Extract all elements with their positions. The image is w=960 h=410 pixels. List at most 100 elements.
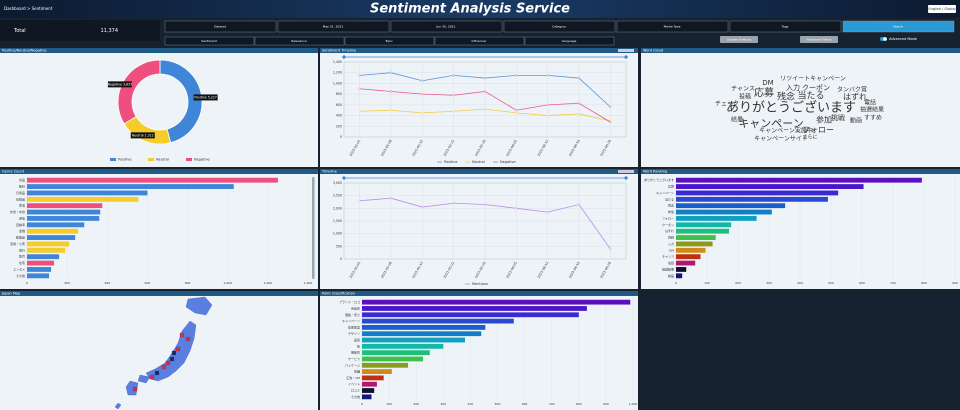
x-tick-label: 600 [145, 281, 151, 285]
bar [676, 228, 730, 234]
filter-label[interactable]: Sentiment [201, 39, 217, 43]
y-tick-label: 参加 [668, 209, 674, 214]
filter-label[interactable]: Relevance [291, 39, 307, 43]
x-tick-label: 300 [766, 281, 772, 285]
y-tick-label: 外食・中食 [10, 209, 25, 214]
filter-label[interactable]: Tags [781, 25, 789, 29]
y-tick-label: その他 [351, 394, 360, 399]
point [421, 93, 424, 96]
button[interactable] [800, 36, 838, 43]
filter-box[interactable] [254, 36, 345, 46]
filter-box[interactable] [616, 20, 729, 33]
y-tick-label: 動画 [668, 273, 674, 278]
filter-box[interactable] [164, 20, 277, 33]
y-tick-label: 200 [336, 124, 342, 128]
filter-box[interactable] [164, 36, 255, 46]
language-select[interactable] [928, 5, 956, 13]
bar [362, 350, 430, 356]
button-label[interactable]: Advanced Filters [807, 38, 832, 42]
bar [362, 312, 579, 318]
point [389, 109, 393, 112]
filter-box[interactable] [434, 36, 525, 46]
x-tick-label: 200 [735, 281, 741, 285]
point [389, 71, 393, 74]
breadcrumb[interactable]: Dashboard > Sentiment [4, 6, 53, 11]
y-tick-label: 商品名 [351, 305, 360, 310]
filter-label[interactable]: Dataset [214, 25, 227, 29]
button-label[interactable]: Update Analysis [727, 38, 752, 42]
bar [676, 190, 839, 196]
value-label: Negative 3,835 [108, 82, 132, 86]
y-tick-label: 3,000 [333, 181, 342, 185]
panel-header [320, 291, 638, 296]
word: リツイートキャンペーン [780, 76, 846, 83]
filter-box[interactable] [524, 36, 615, 46]
region [185, 296, 213, 316]
legend-swatch [148, 158, 154, 161]
y-tick-label: ブランド・ロゴ [339, 299, 360, 304]
bar [27, 254, 60, 260]
y-tick-label: イベント [348, 382, 360, 386]
filter-label[interactable]: Search [893, 25, 903, 29]
y-tick-label: 日用品 [16, 191, 25, 195]
point [577, 76, 581, 80]
word: すすめ [864, 115, 882, 122]
filter-label[interactable]: Category [552, 25, 566, 29]
toolbar[interactable] [618, 170, 634, 173]
word: 参加 [816, 115, 832, 125]
toolbar[interactable] [618, 49, 634, 52]
point [483, 76, 487, 80]
slider-handle[interactable] [341, 175, 347, 181]
filter-box[interactable] [344, 36, 435, 46]
word: 結果 [731, 116, 743, 124]
point [452, 94, 455, 97]
y-tick-label: 機能性 [351, 350, 360, 355]
x-tick-label: 200 [64, 281, 70, 285]
bar [27, 190, 148, 196]
bar [362, 325, 486, 330]
filter-box[interactable] [842, 20, 955, 33]
panel-header [0, 291, 318, 296]
empty-panel [641, 291, 960, 410]
panel-header [0, 48, 318, 53]
point [515, 207, 518, 210]
header-bar [0, 0, 960, 18]
x-tick-label: 900 [603, 402, 609, 406]
prefecture [185, 336, 191, 342]
y-tick-label: パッケージ [345, 362, 360, 367]
slider-handle[interactable] [623, 175, 629, 181]
filter-box[interactable] [729, 20, 842, 33]
filter-label[interactable]: Language [562, 39, 577, 43]
y-tick-label: 味 [357, 343, 360, 348]
scrollbar[interactable] [312, 177, 315, 279]
filter-label[interactable]: May 01, 2021 [323, 25, 344, 29]
x-tick-label: 500 [828, 281, 834, 285]
point [546, 211, 549, 214]
y-tick-label: 食品 [19, 177, 25, 182]
x-tick-label: 800 [185, 281, 191, 285]
filter-box[interactable] [277, 20, 390, 33]
filter-label[interactable]: Influencer [471, 39, 487, 43]
filter-label[interactable]: Jun 30, 2021 [435, 25, 455, 29]
filter-label[interactable]: Topic [384, 39, 393, 43]
y-tick-label: 流通・小売 [10, 241, 25, 246]
donut-slice [117, 59, 161, 125]
filter-label[interactable]: Media Type [664, 25, 681, 29]
bar [27, 241, 70, 247]
button[interactable] [720, 36, 758, 43]
bar [27, 260, 55, 266]
point [609, 247, 612, 250]
language-label[interactable]: English / Global [928, 7, 955, 11]
bar [676, 196, 828, 202]
panel [0, 291, 318, 410]
prefecture [132, 386, 138, 392]
point [577, 203, 581, 206]
filter-box[interactable] [390, 20, 503, 33]
y-tick-label: 0 [340, 257, 342, 261]
bar [676, 177, 922, 183]
word: はずれ [843, 92, 867, 102]
x-tick-label: 100 [704, 281, 710, 285]
y-tick-label: 0 [340, 135, 342, 139]
point [452, 110, 455, 113]
filter-box[interactable] [503, 20, 616, 33]
